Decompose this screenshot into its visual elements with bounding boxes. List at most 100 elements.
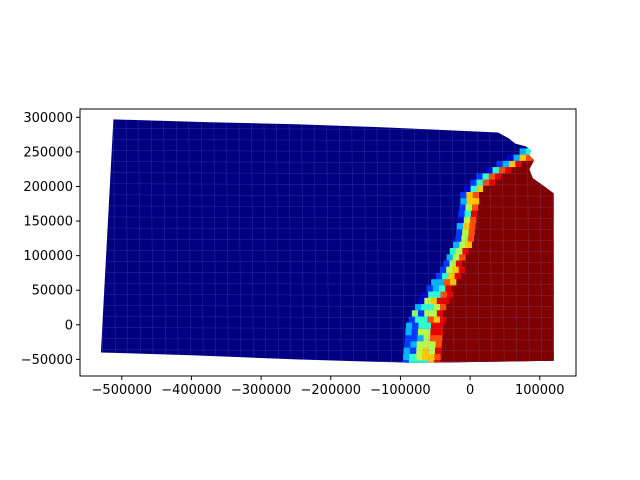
region-cell [467, 235, 475, 243]
region-cell [490, 254, 498, 261]
boundary-line [414, 119, 417, 363]
region-cell [455, 260, 463, 268]
region-cell [403, 353, 410, 361]
region-cell [533, 179, 540, 187]
region-cell [480, 329, 488, 336]
region-cell [471, 241, 479, 249]
region-cell [494, 223, 502, 230]
region-cell [531, 260, 538, 268]
region-cell [467, 272, 474, 280]
region-cell [520, 173, 527, 180]
boundary-line [401, 119, 405, 363]
region-cell [515, 291, 523, 299]
region-cell [459, 291, 467, 299]
region-cell [418, 310, 425, 317]
region-cell [511, 167, 518, 174]
region-cell [514, 185, 522, 193]
region-cell [460, 272, 468, 280]
region-cell [418, 322, 426, 330]
region-cell [530, 329, 538, 336]
region-cell [508, 304, 516, 311]
region-cell [543, 322, 551, 330]
region-cell [435, 347, 442, 355]
region-cell [486, 167, 493, 174]
region-cell [522, 204, 529, 212]
region-cell [480, 260, 488, 268]
region-cell [531, 229, 538, 236]
region-cell [544, 223, 552, 230]
region-cell [417, 329, 425, 336]
axes-frame [79, 108, 577, 377]
region-cell [524, 310, 532, 317]
region-cell [476, 285, 484, 292]
region-cell [530, 235, 538, 243]
region-cell [519, 223, 527, 230]
region-cell [461, 329, 469, 336]
region-cell [423, 335, 431, 342]
region-cell [465, 204, 473, 212]
region-cell [435, 272, 443, 280]
region-cell [500, 322, 507, 330]
region-cell [421, 353, 429, 361]
region-cell [511, 329, 519, 336]
region-cell [447, 353, 454, 361]
region-cell [522, 291, 529, 299]
region-cell [487, 322, 495, 330]
region-cell [482, 285, 490, 292]
region-cell [550, 229, 554, 236]
region-cell [541, 192, 549, 199]
region-cell [511, 335, 519, 342]
region-cell [484, 254, 491, 261]
region-cell [537, 297, 544, 305]
region-cell [502, 360, 510, 363]
boundary-line [100, 238, 554, 241]
region-cell [496, 254, 504, 261]
region-cell [512, 322, 520, 330]
region-cell [470, 216, 477, 224]
region-cell [502, 160, 510, 168]
region-cell [539, 285, 546, 292]
region-cell [452, 360, 460, 363]
region-cell [495, 210, 503, 218]
region-cell [490, 304, 497, 311]
region-cell [513, 154, 521, 162]
boundary-line [326, 119, 329, 363]
region-cell [454, 341, 462, 348]
region-cell [478, 291, 485, 299]
region-cell [550, 322, 554, 330]
region-cell [489, 285, 496, 292]
region-cell [453, 241, 460, 249]
region-cell [424, 322, 432, 330]
region-cell [521, 210, 528, 218]
region-cell [495, 285, 503, 292]
region-cell [552, 316, 554, 324]
region-cell [473, 272, 481, 280]
region-cell [545, 216, 552, 224]
region-cell [459, 204, 467, 212]
region-cell [453, 291, 460, 299]
region-cell [443, 329, 450, 336]
region-cell [428, 353, 435, 361]
region-cell [503, 241, 510, 249]
region-cell [493, 297, 500, 305]
region-cell [549, 310, 554, 317]
region-cell [431, 322, 438, 330]
region-cell [518, 260, 526, 268]
y-tick-label: 250000 [23, 145, 73, 160]
boundary-line [100, 327, 554, 330]
boundary-line [100, 349, 554, 352]
region-cell [459, 360, 466, 363]
x-tick-label: −100000 [370, 383, 431, 398]
region-cell [515, 304, 522, 311]
region-cell [528, 241, 536, 249]
region-cell [536, 235, 544, 243]
region-cell [493, 229, 501, 236]
boundary-line [100, 172, 554, 175]
y-tick-label: 200000 [23, 180, 73, 195]
region-cell [480, 310, 488, 317]
region-cell [534, 204, 542, 212]
region-cell [515, 204, 523, 212]
region-cell [498, 272, 506, 280]
region-cell [485, 192, 492, 199]
region-cell [502, 304, 510, 311]
